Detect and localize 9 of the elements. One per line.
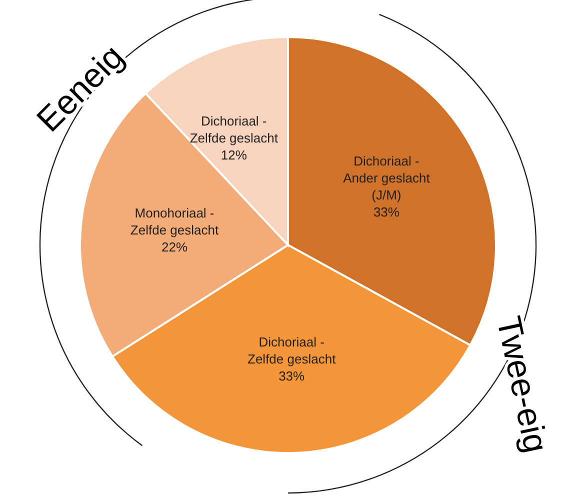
data-label: 12% bbox=[220, 148, 248, 163]
slice-label: Dichoriaal - Ander geslacht (J/M) bbox=[343, 153, 430, 202]
data-label: 33% bbox=[278, 368, 306, 384]
slice-label: Dichoriaal - Zelfde geslacht bbox=[248, 334, 336, 366]
data-label: 22% bbox=[161, 240, 188, 255]
slice-label: Monohoriaal - Zelfde geslacht bbox=[130, 206, 219, 238]
slice-label: Dichoriaal - Zelfde geslacht bbox=[190, 114, 278, 146]
text: Twee-eig bbox=[489, 313, 555, 456]
data-label: 33% bbox=[373, 204, 400, 220]
